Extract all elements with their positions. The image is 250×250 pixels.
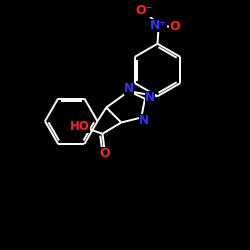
Text: O: O	[170, 20, 180, 34]
Text: O: O	[99, 147, 110, 160]
Text: N: N	[124, 82, 134, 95]
Text: O⁻: O⁻	[136, 4, 153, 17]
Text: N: N	[139, 114, 149, 127]
Text: N: N	[144, 91, 154, 104]
Text: N⁺: N⁺	[150, 19, 167, 32]
Text: HO: HO	[70, 120, 90, 133]
